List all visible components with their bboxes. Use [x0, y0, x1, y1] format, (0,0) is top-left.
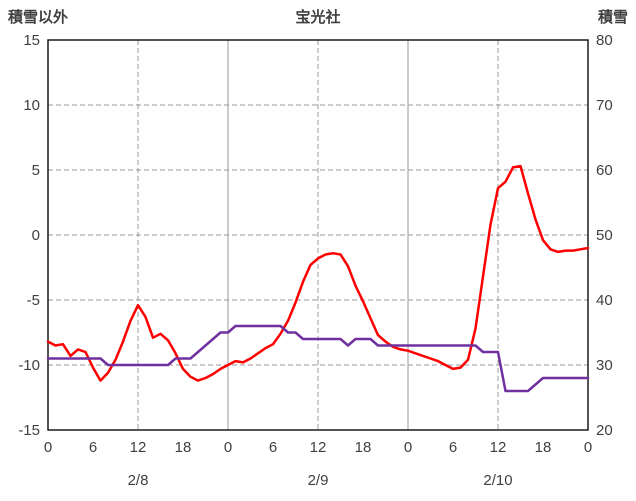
- y-right-tick-label: 40: [596, 292, 613, 309]
- x-tick-label: 6: [449, 439, 457, 456]
- y-left-tick-label: 10: [23, 97, 40, 114]
- x-tick-label: 18: [535, 439, 552, 456]
- y-right-tick-label: 80: [596, 32, 613, 49]
- chart-title: 宝光社: [295, 9, 341, 26]
- x-tick-label: 12: [310, 439, 327, 456]
- x-tick-label: 0: [404, 439, 412, 456]
- y-left-tick-label: -5: [27, 292, 40, 309]
- y-right-tick-label: 60: [596, 162, 613, 179]
- y-right-tick-label: 70: [596, 97, 613, 114]
- y-right-tick-label: 30: [596, 357, 613, 374]
- left-axis-title: 積雪以外: [8, 9, 69, 26]
- y-left-tick-label: 15: [23, 32, 40, 49]
- y-right-tick-label: 20: [596, 422, 613, 439]
- x-tick-label: 12: [130, 439, 147, 456]
- purple-series-line: [46, 324, 590, 393]
- y-left-tick-label: -10: [18, 357, 40, 374]
- x-tick-label: 0: [584, 439, 592, 456]
- x-tick-label: 6: [89, 439, 97, 456]
- x-tick-label: 6: [269, 439, 277, 456]
- red-series-line: [46, 164, 590, 382]
- y-left-tick-label: -15: [18, 422, 40, 439]
- day-label: 2/8: [128, 472, 149, 489]
- x-tick-label: 18: [175, 439, 192, 456]
- y-right-tick-label: 50: [596, 227, 613, 244]
- day-label: 2/9: [308, 472, 329, 489]
- right-axis-title: 積雪: [597, 9, 628, 26]
- x-tick-label: 0: [224, 439, 232, 456]
- plot-border: [47, 39, 589, 431]
- x-tick-label: 18: [355, 439, 372, 456]
- y-left-tick-label: 0: [32, 227, 40, 244]
- day-label: 2/10: [483, 472, 512, 489]
- x-tick-label: 0: [44, 439, 52, 456]
- y-left-tick-label: 5: [32, 162, 40, 179]
- x-tick-label: 12: [490, 439, 507, 456]
